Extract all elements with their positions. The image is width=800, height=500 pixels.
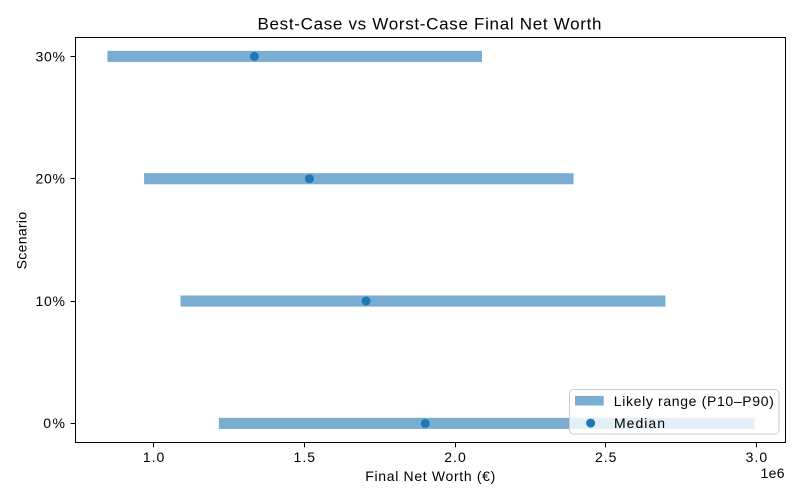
svg-text:Likely range (P10–P90): Likely range (P10–P90) <box>614 393 774 409</box>
svg-text:10%: 10% <box>36 293 66 309</box>
svg-text:20%: 20% <box>36 171 66 187</box>
svg-text:30%: 30% <box>36 49 66 65</box>
svg-text:Best-Case vs Worst-Case Final: Best-Case vs Worst-Case Final Net Worth <box>258 15 602 34</box>
svg-text:1e6: 1e6 <box>761 465 785 481</box>
svg-text:3.0: 3.0 <box>746 449 768 465</box>
svg-text:2.0: 2.0 <box>444 449 466 465</box>
svg-text:0%: 0% <box>43 415 65 431</box>
svg-text:1.5: 1.5 <box>294 449 316 465</box>
svg-text:1.0: 1.0 <box>143 449 165 465</box>
svg-text:2.5: 2.5 <box>595 449 617 465</box>
svg-text:Median: Median <box>614 415 665 431</box>
svg-text:Final Net Worth (€): Final Net Worth (€) <box>365 468 495 484</box>
svg-text:Scenario: Scenario <box>14 212 30 270</box>
